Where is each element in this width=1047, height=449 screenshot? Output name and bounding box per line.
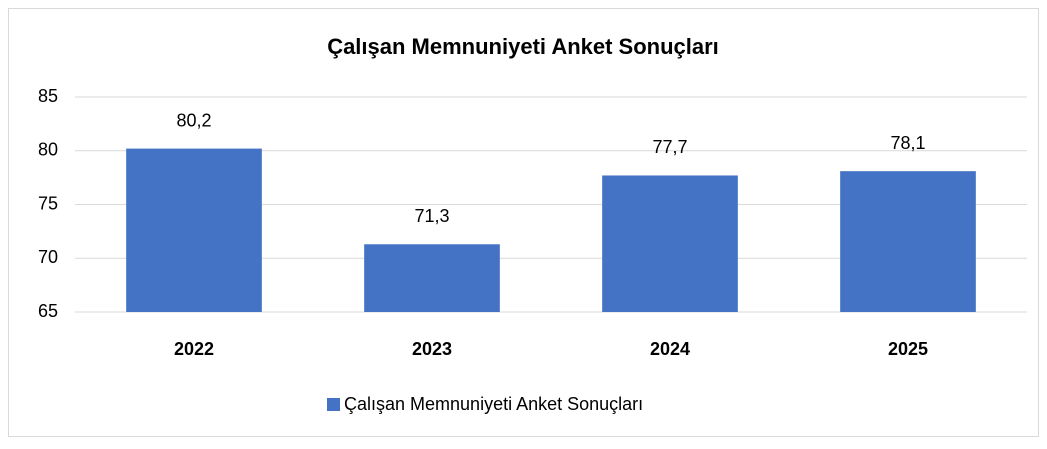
chart-title: Çalışan Memnuniyeti Anket Sonuçları [327,34,719,59]
bar [364,244,500,312]
y-tick-label: 85 [38,86,58,106]
data-label: 80,2 [176,110,211,130]
legend-label: Çalışan Memnuniyeti Anket Sonuçları [344,394,643,414]
x-tick-label: 2024 [650,339,690,359]
legend-swatch [327,398,340,411]
bar [840,171,976,312]
y-tick-label: 70 [38,247,58,267]
data-label: 78,1 [890,133,925,153]
y-tick-label: 75 [38,193,58,213]
bar [602,175,738,312]
x-tick-label: 2022 [174,339,214,359]
bar [126,148,262,312]
x-tick-label: 2023 [412,339,452,359]
y-tick-label: 65 [38,301,58,321]
data-label: 71,3 [414,206,449,226]
x-tick-label: 2025 [888,339,928,359]
y-tick-label: 80 [38,140,58,160]
data-label: 77,7 [652,137,687,157]
